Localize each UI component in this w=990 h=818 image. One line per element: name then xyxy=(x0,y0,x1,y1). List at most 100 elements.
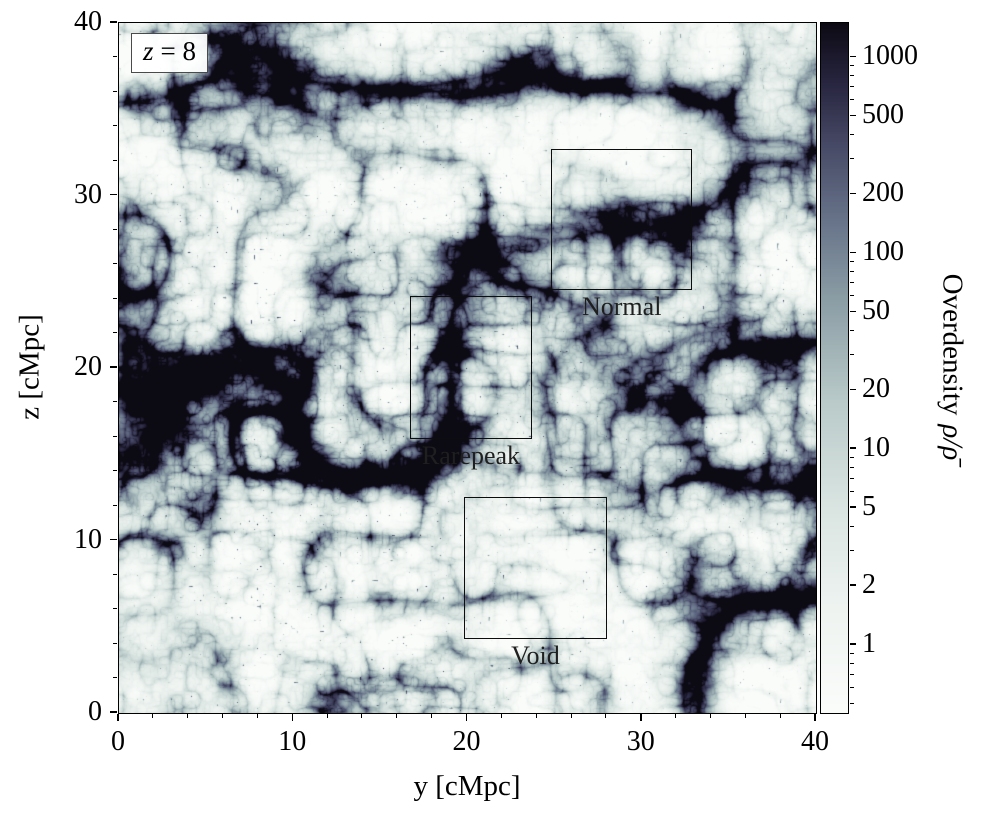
y-axis-major-tick xyxy=(109,366,117,368)
redshift-annotation: z = 8 xyxy=(131,33,208,73)
x-axis-major-tick xyxy=(117,713,119,721)
colorbar-minor-tick xyxy=(850,158,854,160)
colorbar-minor-tick xyxy=(850,491,854,493)
x-axis-tick-label: 20 xyxy=(452,726,481,757)
colorbar-major-tick xyxy=(850,506,856,508)
y-axis-minor-tick xyxy=(112,677,117,678)
y-axis-minor-tick xyxy=(112,470,117,471)
x-axis-minor-tick xyxy=(675,713,677,718)
colorbar-minor-tick xyxy=(850,652,854,654)
colorbar-minor-tick xyxy=(850,673,854,675)
colorbar-minor-tick xyxy=(850,99,854,101)
colorbar-tick-label: 50 xyxy=(862,295,890,327)
colorbar-minor-tick xyxy=(850,702,854,704)
y-axis-major-tick xyxy=(109,711,117,713)
redshift-value: = 8 xyxy=(160,36,196,66)
y-axis-major-tick xyxy=(109,193,117,196)
region-box-normal xyxy=(551,148,693,291)
x-axis-minor-tick xyxy=(326,713,328,718)
colorbar xyxy=(820,22,849,714)
density-map-panel: z = 8 Normal Rarepeak Void xyxy=(118,22,817,714)
redshift-variable: z xyxy=(143,36,154,66)
colorbar-major-tick xyxy=(850,643,856,645)
region-box-void xyxy=(464,497,607,639)
colorbar-major-tick xyxy=(850,447,856,449)
x-axis-minor-tick xyxy=(187,713,189,718)
colorbar-minor-tick xyxy=(850,133,854,135)
x-axis-minor-tick xyxy=(779,713,781,718)
y-axis-tick-label: 30 xyxy=(74,178,102,210)
y-axis-minor-tick xyxy=(112,263,117,264)
x-axis-minor-tick xyxy=(361,713,363,718)
x-axis-major-tick xyxy=(291,713,293,721)
x-axis-minor-tick xyxy=(709,713,711,718)
y-axis-major-tick xyxy=(109,21,117,23)
y-axis-major-tick xyxy=(109,538,117,541)
colorbar-major-tick xyxy=(850,192,856,195)
x-axis-minor-tick xyxy=(605,713,607,718)
y-axis-minor-tick xyxy=(112,228,117,230)
colorbar-tick-label: 1 xyxy=(862,628,876,660)
colorbar-tick-label: 10 xyxy=(862,432,890,464)
y-axis-tick-label: 40 xyxy=(74,6,102,37)
y-axis-minor-tick xyxy=(112,125,117,126)
y-axis-minor-tick xyxy=(112,504,117,506)
y-axis-label: z [cMpc] xyxy=(13,314,46,420)
x-axis-major-tick xyxy=(814,713,816,721)
x-axis-minor-tick xyxy=(535,713,537,718)
colorbar-minor-tick xyxy=(850,478,854,480)
x-axis-minor-tick xyxy=(396,713,398,718)
colorbar-label: Overdensity ρ/ρ̄ xyxy=(936,274,969,461)
x-axis-tick-label: 30 xyxy=(626,726,655,757)
x-axis-major-tick xyxy=(640,713,642,721)
colorbar-gradient-canvas xyxy=(821,23,848,713)
colorbar-minor-tick xyxy=(850,354,854,356)
x-axis-minor-tick xyxy=(152,713,154,718)
colorbar-minor-tick xyxy=(850,282,854,284)
x-axis-minor-tick xyxy=(744,713,746,718)
region-label-rarepeak: Rarepeak xyxy=(421,440,521,470)
y-axis-minor-tick xyxy=(112,642,117,644)
y-axis-minor-tick xyxy=(112,159,117,161)
colorbar-minor-tick xyxy=(850,550,854,552)
colorbar-tick-label: 2 xyxy=(862,569,876,601)
colorbar-tick-label: 200 xyxy=(862,177,904,209)
colorbar-minor-tick xyxy=(850,329,854,331)
x-axis-tick-label: 40 xyxy=(801,726,829,757)
colorbar-label-text: Overdensity xyxy=(936,273,969,416)
density-field-canvas xyxy=(119,23,816,713)
colorbar-tick-label: 100 xyxy=(862,236,904,268)
y-axis-tick-label: 0 xyxy=(88,696,102,727)
x-axis-minor-tick xyxy=(256,713,258,718)
colorbar-tick-label: 5 xyxy=(862,491,876,523)
x-axis-tick-label: 0 xyxy=(111,726,125,757)
colorbar-major-tick xyxy=(850,388,856,390)
colorbar-tick-label: 1000 xyxy=(862,40,918,72)
x-axis-tick-label: 10 xyxy=(278,726,307,757)
colorbar-major-tick xyxy=(850,55,856,58)
colorbar-minor-tick xyxy=(850,466,854,468)
colorbar-minor-tick xyxy=(850,86,854,88)
colorbar-major-tick xyxy=(850,584,856,586)
colorbar-minor-tick xyxy=(850,74,854,76)
x-axis-minor-tick xyxy=(431,713,433,718)
x-axis-major-tick xyxy=(465,713,468,721)
y-axis-minor-tick xyxy=(112,608,117,609)
colorbar-minor-tick xyxy=(850,662,854,664)
x-axis-minor-tick xyxy=(222,713,224,718)
y-axis-minor-tick xyxy=(112,332,117,333)
y-axis-minor-tick xyxy=(112,573,117,575)
colorbar-major-tick xyxy=(850,310,856,313)
colorbar-minor-tick xyxy=(850,456,854,458)
colorbar-minor-tick xyxy=(850,270,854,272)
colorbar-minor-tick xyxy=(850,295,854,297)
x-axis-minor-tick xyxy=(500,713,502,718)
colorbar-major-tick xyxy=(850,114,856,117)
y-axis-minor-tick xyxy=(112,435,117,437)
y-axis-minor-tick xyxy=(112,56,117,57)
colorbar-minor-tick xyxy=(850,687,854,689)
colorbar-major-tick xyxy=(850,251,856,254)
y-axis-minor-tick xyxy=(112,297,117,299)
colorbar-tick-label: 20 xyxy=(862,373,890,405)
